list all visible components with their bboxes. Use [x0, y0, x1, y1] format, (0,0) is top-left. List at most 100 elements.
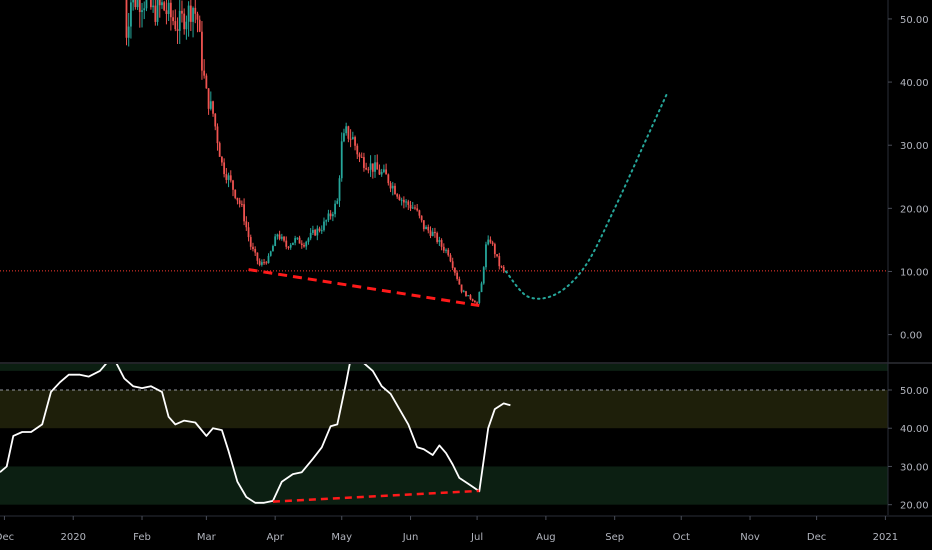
candle: [454, 267, 456, 276]
candle: [178, 0, 181, 44]
candle-body: [141, 10, 143, 13]
candle-body: [458, 278, 461, 285]
candle-body: [400, 199, 403, 201]
candle-body: [263, 262, 265, 264]
candle: [307, 237, 310, 245]
price-tick-label: 10.00: [900, 267, 929, 278]
time-tick-label: 2021: [873, 532, 898, 543]
candle: [411, 201, 414, 210]
candle: [456, 270, 459, 281]
candle: [205, 73, 208, 89]
candle: [274, 233, 277, 247]
candle: [462, 289, 465, 293]
candle: [196, 11, 199, 33]
candle-body: [407, 201, 410, 205]
candle-body: [227, 175, 230, 180]
candle: [263, 258, 265, 265]
time-axis[interactable]: Dec 2020 Feb Mar Apr May Jun Jul Aug Sep Oct Nov Dec…: [0, 515, 932, 543]
candle: [163, 0, 166, 12]
candle: [498, 252, 501, 270]
price-axis[interactable]: 0.00 10.00 20.00 30.00 40.00 50.00: [887, 0, 929, 515]
candle: [427, 224, 430, 234]
candle: [218, 141, 221, 157]
candle-body: [496, 254, 498, 257]
candle-body: [205, 75, 208, 89]
candle-body: [201, 31, 203, 71]
candle: [187, 1, 190, 37]
candle-body: [154, 5, 157, 22]
candle: [138, 0, 141, 28]
candle-body: [274, 236, 277, 247]
candle: [272, 244, 274, 252]
candle: [496, 254, 498, 258]
rsi-tick-label: 30.00: [900, 462, 929, 473]
candle: [420, 215, 423, 223]
candle-body: [425, 226, 427, 230]
candle: [203, 59, 206, 79]
candle-body: [356, 145, 359, 155]
candle-body: [303, 245, 305, 247]
candle: [331, 211, 334, 222]
price-tick-label: 0.00: [900, 331, 922, 342]
rsi-axis[interactable]: 20.00 30.00 40.00 50.00: [888, 386, 929, 512]
candle-body: [476, 302, 478, 304]
candle-body: [305, 241, 308, 247]
time-tick-label: Apr: [267, 532, 285, 543]
candle-body: [396, 194, 399, 197]
candle: [214, 113, 217, 131]
candle: [183, 8, 186, 35]
candle: [478, 291, 481, 305]
candle-body: [398, 196, 401, 201]
candle: [325, 219, 328, 226]
candle-body: [185, 21, 188, 30]
candle-body: [318, 228, 321, 231]
candle-body: [221, 156, 223, 163]
candle-body: [334, 203, 336, 215]
candle: [374, 155, 376, 178]
candle: [491, 240, 494, 246]
candle-body: [360, 156, 363, 158]
candle: [252, 242, 254, 252]
candle-body: [134, 0, 137, 8]
candle: [292, 242, 294, 246]
candle: [476, 301, 478, 304]
candle: [460, 284, 463, 294]
candle-body: [485, 244, 487, 268]
candle-body: [161, 2, 163, 6]
rsi-pane: [0, 364, 888, 505]
time-tick-label: Sep: [605, 532, 624, 543]
candle-body: [363, 157, 365, 168]
price-tick-label: 50.00: [900, 15, 929, 26]
candle-body: [409, 204, 412, 209]
candle: [303, 242, 305, 248]
candle-body: [127, 26, 130, 38]
candle-body: [238, 200, 241, 204]
candle: [436, 231, 439, 244]
candle-body: [265, 262, 268, 264]
candle-body: [405, 201, 407, 203]
candle-body: [456, 272, 459, 279]
candle: [336, 198, 339, 205]
candle-body: [343, 133, 345, 142]
candle: [254, 246, 257, 256]
candle: [158, 0, 161, 18]
candle: [172, 10, 174, 26]
candle-body: [300, 243, 303, 246]
candle-body: [316, 228, 319, 236]
candle: [318, 226, 321, 233]
candle: [471, 298, 474, 302]
candle-body: [130, 2, 132, 27]
candle-body: [136, 0, 139, 8]
candle-body: [376, 162, 379, 170]
candle: [398, 194, 401, 201]
candle: [360, 152, 363, 158]
candle: [212, 100, 214, 117]
candle-body: [252, 246, 254, 250]
candle-body: [267, 255, 270, 264]
candle: [152, 0, 155, 13]
candle-body: [467, 295, 470, 297]
candle: [223, 158, 226, 178]
time-tick-label: Dec: [807, 532, 826, 543]
candle-body: [500, 266, 503, 268]
